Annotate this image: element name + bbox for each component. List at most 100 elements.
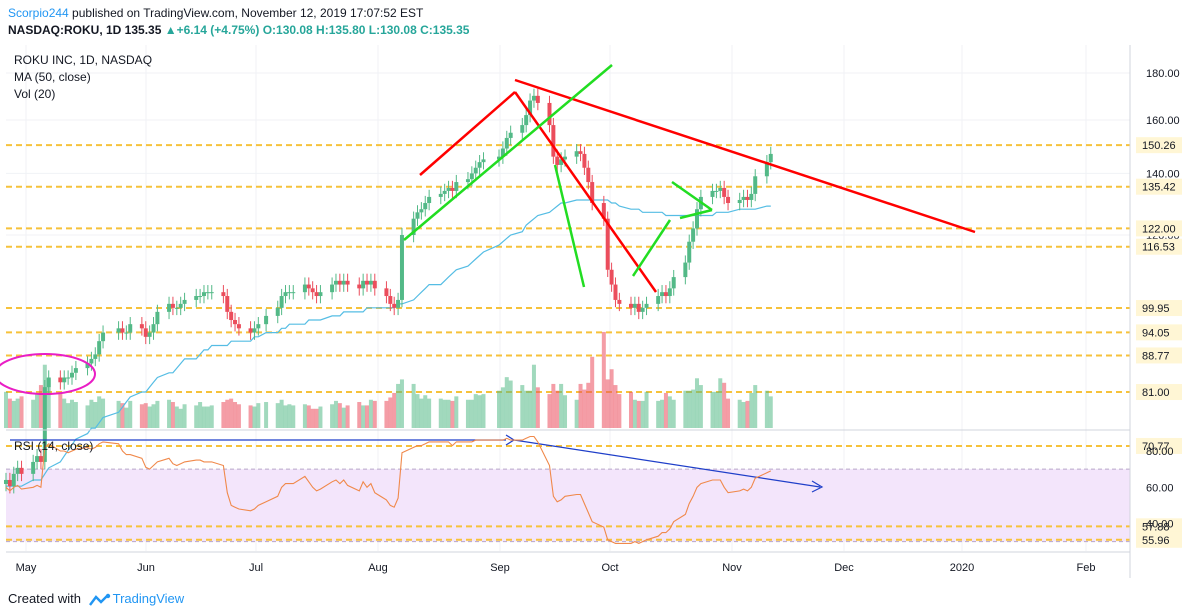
- candle-body: [368, 280, 373, 285]
- rsi-band: [6, 468, 1130, 543]
- volume-bar: [233, 402, 238, 428]
- candle-body: [337, 280, 342, 285]
- volume-bar: [500, 387, 505, 428]
- volume-bar: [605, 379, 610, 428]
- volume-bar: [89, 399, 94, 428]
- candle-body: [454, 182, 459, 191]
- candle-body: [155, 311, 160, 325]
- volume-bar: [753, 385, 758, 428]
- candle-body: [178, 303, 183, 308]
- volume-bar: [574, 399, 579, 428]
- volume-bar: [182, 404, 187, 428]
- candle-body: [345, 280, 350, 285]
- candle-body: [640, 307, 645, 312]
- candle-body: [745, 196, 750, 200]
- candle-body: [601, 203, 606, 219]
- volume-bar: [341, 407, 346, 428]
- candle-body: [427, 196, 432, 204]
- candle-body: [613, 284, 618, 300]
- candle-body: [694, 209, 699, 229]
- volume-bar: [275, 403, 280, 428]
- green-rebound-line: [631, 219, 672, 277]
- volume-bar: [632, 399, 637, 428]
- price-tick-label: 180.00: [1146, 68, 1180, 80]
- volume-bar: [415, 394, 420, 428]
- volume-bar: [442, 399, 447, 428]
- volume-bar: [58, 392, 63, 428]
- volume-bar: [698, 385, 703, 428]
- green-pennant-top: [671, 180, 713, 212]
- volume-bar: [368, 399, 373, 428]
- level-tag: 70.77: [1142, 441, 1170, 453]
- candle-body: [687, 241, 692, 263]
- candle-body: [578, 151, 583, 154]
- volume-bar: [714, 391, 719, 428]
- candle-body: [551, 125, 556, 157]
- volume-bar: [473, 394, 478, 428]
- candle-body: [683, 262, 688, 278]
- candle-body: [609, 269, 614, 285]
- rsi-legend[interactable]: RSI (14, close): [14, 439, 94, 453]
- candle-body: [341, 280, 346, 285]
- x-tick-label: Jun: [137, 562, 155, 574]
- volume-bar: [124, 407, 129, 428]
- volume-bar: [535, 387, 540, 428]
- volume-bar: [660, 399, 665, 428]
- candle-body: [69, 372, 74, 378]
- level-tag-bg: [1136, 238, 1182, 255]
- volume-bar: [555, 390, 560, 428]
- volume-bar: [337, 403, 342, 428]
- candle-body: [656, 296, 661, 304]
- volume-bar: [7, 398, 12, 428]
- candle-body: [46, 377, 51, 388]
- candle-body: [275, 307, 280, 316]
- volume-bar: [151, 404, 156, 428]
- candle-body: [419, 209, 424, 213]
- volume-bar: [229, 398, 234, 428]
- candle-body: [632, 303, 637, 308]
- vol-legend[interactable]: Vol (20): [14, 87, 56, 101]
- level-tag-bg: [1136, 531, 1182, 548]
- level-tag: 94.05: [1142, 327, 1170, 339]
- volume-bar: [330, 404, 335, 428]
- symbol-title[interactable]: ROKU INC, 1D, NASDAQ: [14, 53, 153, 67]
- volume-bar: [85, 405, 90, 428]
- candle-body: [209, 292, 214, 294]
- candle-body: [671, 277, 676, 289]
- volume-bar: [687, 390, 692, 428]
- x-tick-label: May: [16, 562, 37, 574]
- candle-body: [469, 173, 474, 180]
- volume-bar: [644, 391, 649, 428]
- volume-bar: [19, 396, 24, 428]
- footer: Created with TradingView: [8, 591, 184, 607]
- change-text: +6.14 (+4.75%): [176, 23, 260, 37]
- tradingview-brand[interactable]: TradingView: [112, 591, 185, 606]
- candle-body: [741, 196, 746, 200]
- candle-body: [528, 100, 533, 116]
- rsi-tick-label: 60.00: [1146, 482, 1174, 494]
- candle-body: [396, 299, 401, 308]
- candle-body: [7, 479, 12, 487]
- volume-bar: [559, 383, 564, 428]
- candle-body: [264, 315, 269, 325]
- x-tick-label: Feb: [1077, 562, 1096, 574]
- candle-body: [722, 187, 727, 197]
- rsi-line: [5, 435, 772, 545]
- level-tag-bg: [1136, 300, 1182, 317]
- volume-bar: [396, 383, 401, 428]
- candle-body: [710, 190, 715, 197]
- volume-bar: [508, 380, 513, 428]
- author-link[interactable]: Scorpio244: [8, 6, 69, 20]
- volume-bar: [314, 408, 319, 428]
- rsi-divergence-arrowhead: [811, 480, 824, 493]
- change-arrow: ▲: [164, 23, 177, 37]
- candles: [4, 88, 773, 494]
- candle-body: [555, 156, 560, 165]
- candle-body: [205, 292, 210, 294]
- x-tick-label: Aug: [368, 562, 388, 574]
- volume-bar: [69, 399, 74, 428]
- ma-legend[interactable]: MA (50, close): [14, 70, 91, 84]
- volume-bar: [524, 390, 529, 428]
- volume-bar: [15, 398, 20, 428]
- x-tick-label: 2020: [950, 562, 974, 574]
